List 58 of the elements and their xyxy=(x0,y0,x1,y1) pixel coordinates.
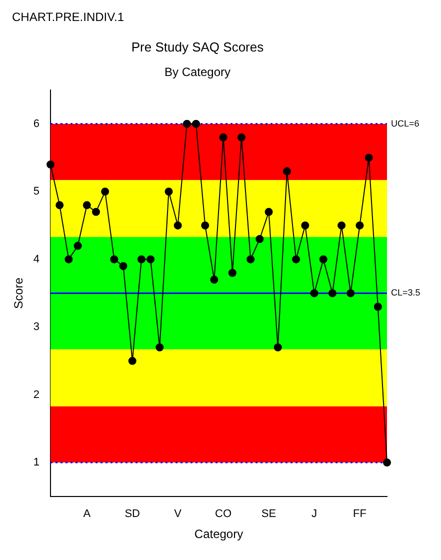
ref-line-label: CL=3.5 xyxy=(391,288,420,298)
text: CHART.PRE.INDIV.1 xyxy=(11,9,126,26)
point xyxy=(310,289,318,298)
point xyxy=(101,188,110,196)
point xyxy=(128,356,136,365)
x-tick-label: A xyxy=(83,508,92,520)
point xyxy=(282,167,291,176)
point xyxy=(92,208,100,216)
point xyxy=(64,255,73,264)
point xyxy=(256,235,264,244)
x-axis-title: Category xyxy=(194,527,244,542)
point xyxy=(338,221,346,230)
point xyxy=(46,160,55,169)
x-tick-label: CO xyxy=(215,508,232,520)
chart-title: Pre Study SAQ Scores xyxy=(131,39,264,54)
point xyxy=(137,255,146,264)
x-tick-label: SD xyxy=(124,508,140,520)
x-tick-label: FF xyxy=(352,508,367,520)
chart-subtitle: By Category xyxy=(164,65,231,80)
y-tick-label: 6 xyxy=(33,118,40,130)
point xyxy=(156,343,164,352)
point xyxy=(292,255,300,264)
point xyxy=(219,133,228,142)
y-tick-label: 5 xyxy=(33,186,40,198)
y-tick-label: 3 xyxy=(33,321,40,334)
y-tick-label: 4 xyxy=(33,253,40,266)
point xyxy=(228,268,236,277)
y-tick-label: 2 xyxy=(33,388,40,401)
point xyxy=(174,221,182,230)
point xyxy=(319,255,328,264)
point xyxy=(274,343,282,352)
point xyxy=(356,221,364,230)
point xyxy=(56,201,64,210)
point xyxy=(82,201,91,210)
point xyxy=(164,188,173,196)
x-tick-label: SE xyxy=(261,508,276,520)
point xyxy=(237,133,246,142)
point xyxy=(110,255,118,264)
point xyxy=(374,302,382,311)
point xyxy=(74,242,82,250)
point xyxy=(346,289,355,298)
point xyxy=(201,221,210,230)
point xyxy=(146,255,155,264)
x-tick-label: V xyxy=(174,508,182,520)
point xyxy=(264,208,273,216)
point xyxy=(119,262,128,270)
ref-line-label: UCL=6 xyxy=(391,118,420,128)
point xyxy=(364,154,373,162)
point xyxy=(246,255,255,264)
y-tick-label: 1 xyxy=(33,456,40,469)
point xyxy=(192,120,200,128)
point xyxy=(383,458,391,467)
x-tick-label: J xyxy=(311,508,317,520)
point xyxy=(328,289,336,298)
y-axis-title: Score xyxy=(12,277,26,309)
point xyxy=(301,221,310,230)
point xyxy=(210,276,218,284)
point xyxy=(182,120,191,128)
